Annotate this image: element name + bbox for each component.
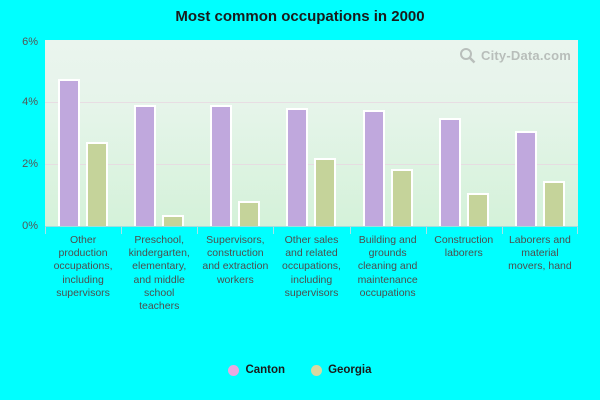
bar-georgia[interactable]: [542, 181, 565, 226]
x-axis-labels: Other production occupations, including …: [45, 234, 578, 313]
legend-label: Canton: [245, 364, 286, 376]
legend-item-canton[interactable]: Canton: [228, 364, 285, 376]
bar-group: [121, 40, 197, 226]
bar-canton[interactable]: [134, 105, 157, 226]
bar-pair: [502, 40, 578, 226]
y-axis-tick-3: 6%: [22, 36, 38, 48]
legend-label: Georgia: [328, 364, 372, 376]
x-axis-label: Other production occupations, including …: [53, 234, 113, 299]
y-axis-tick-2: 4%: [22, 96, 38, 108]
chart-legend: Canton Georgia: [0, 364, 600, 376]
plot-wrapper: City-Data.com: [45, 40, 578, 226]
bar-canton[interactable]: [438, 117, 461, 226]
x-tickmark: [273, 227, 274, 234]
bar-groups: [45, 40, 578, 226]
x-axis-label: Building and grounds cleaning and mainte…: [357, 234, 418, 299]
bar-georgia[interactable]: [466, 193, 489, 226]
x-axis-line: [45, 226, 578, 227]
x-tickmark: [502, 227, 503, 234]
y-axis-tick-1: 2%: [22, 158, 38, 170]
bar-pair: [426, 40, 502, 226]
x-tickmark: [577, 227, 578, 234]
bar-georgia[interactable]: [238, 201, 261, 226]
bar-canton[interactable]: [286, 108, 309, 226]
bar-group: [350, 40, 426, 226]
x-tickmark: [121, 227, 122, 234]
bar-group: [502, 40, 578, 226]
legend-swatch-icon: [311, 364, 323, 376]
bar-canton[interactable]: [58, 78, 81, 226]
x-axis-label: Preschool, kindergarten, elementary, and…: [128, 234, 190, 313]
x-tickmark: [426, 227, 427, 234]
bar-group: [426, 40, 502, 226]
bar-georgia[interactable]: [162, 215, 185, 226]
legend-item-georgia[interactable]: Georgia: [311, 364, 372, 376]
y-axis-tick-0: 0%: [22, 220, 38, 232]
x-axis-label: Supervisors, construction and extraction…: [202, 234, 269, 286]
x-tickmark: [350, 227, 351, 234]
bar-group: [273, 40, 349, 226]
gridline-2-percent: [45, 164, 578, 165]
bar-pair: [197, 40, 273, 226]
bar-pair: [121, 40, 197, 226]
bar-georgia[interactable]: [314, 157, 337, 226]
bar-canton[interactable]: [362, 109, 385, 226]
watermark: City-Data.com: [459, 47, 571, 64]
x-tickmark: [45, 227, 46, 234]
bar-group: [197, 40, 273, 226]
bar-pair: [350, 40, 426, 226]
x-tickmark: [197, 227, 198, 234]
x-axis-label: Construction laborers: [434, 234, 494, 260]
bar-pair: [273, 40, 349, 226]
x-axis-label: Other sales and related occupations, inc…: [282, 234, 341, 299]
bar-pair: [45, 40, 121, 226]
watermark-label: City-Data.com: [480, 48, 571, 63]
gridline-4-percent: [45, 102, 578, 103]
bar-georgia[interactable]: [86, 142, 109, 226]
magnifier-icon: [459, 48, 476, 64]
x-axis-label: Laborers and material movers, hand: [508, 234, 572, 273]
legend-swatch-icon: [228, 364, 240, 376]
chart-title: Most common occupations in 2000: [175, 8, 425, 25]
bar-georgia[interactable]: [390, 168, 413, 226]
bar-group: [45, 40, 121, 226]
bar-canton[interactable]: [210, 105, 233, 226]
plot-area: [45, 40, 578, 226]
bar-canton[interactable]: [514, 131, 537, 226]
